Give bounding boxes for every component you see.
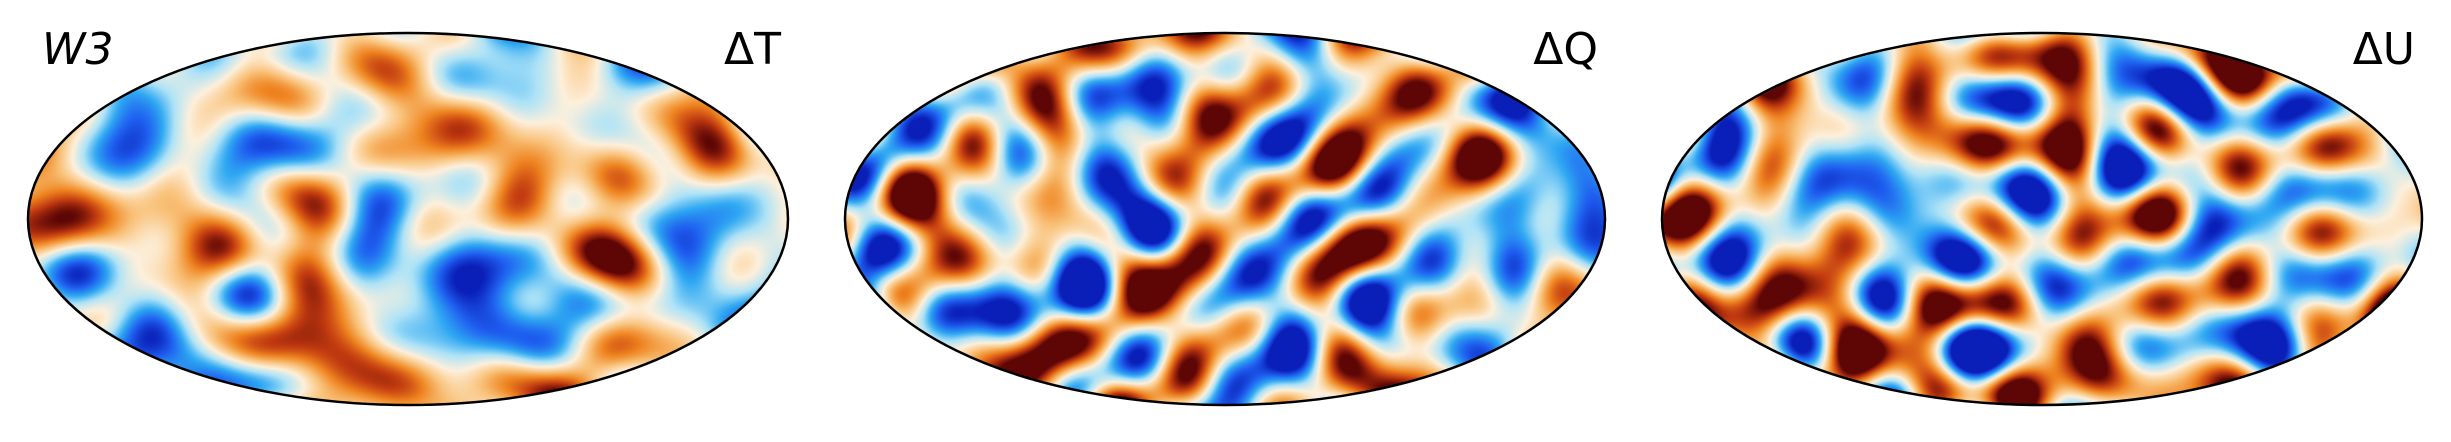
- panel-label-delta-q: ΔQ: [1533, 24, 1598, 75]
- mollweide-map-delta-t: [0, 0, 817, 442]
- map-panel-delta-u: ΔU: [1634, 0, 2451, 442]
- mollweide-map-delta-q: [817, 0, 1634, 442]
- panel-label-delta-t: ΔT: [724, 24, 781, 75]
- sky-map-image: [1634, 0, 2451, 442]
- sky-map-image: [817, 0, 1634, 442]
- map-outline: [1660, 31, 2424, 407]
- map-panel-delta-q: ΔQ: [817, 0, 1634, 442]
- mollweide-map-delta-u: [1634, 0, 2451, 442]
- panel-label-delta-u: ΔU: [2352, 24, 2415, 75]
- map-panel-delta-t: W3 ΔT: [0, 0, 817, 442]
- sky-map-image: [0, 0, 817, 442]
- map-outline: [843, 31, 1607, 407]
- map-outline: [26, 31, 790, 407]
- map-left-label: W3: [42, 24, 114, 75]
